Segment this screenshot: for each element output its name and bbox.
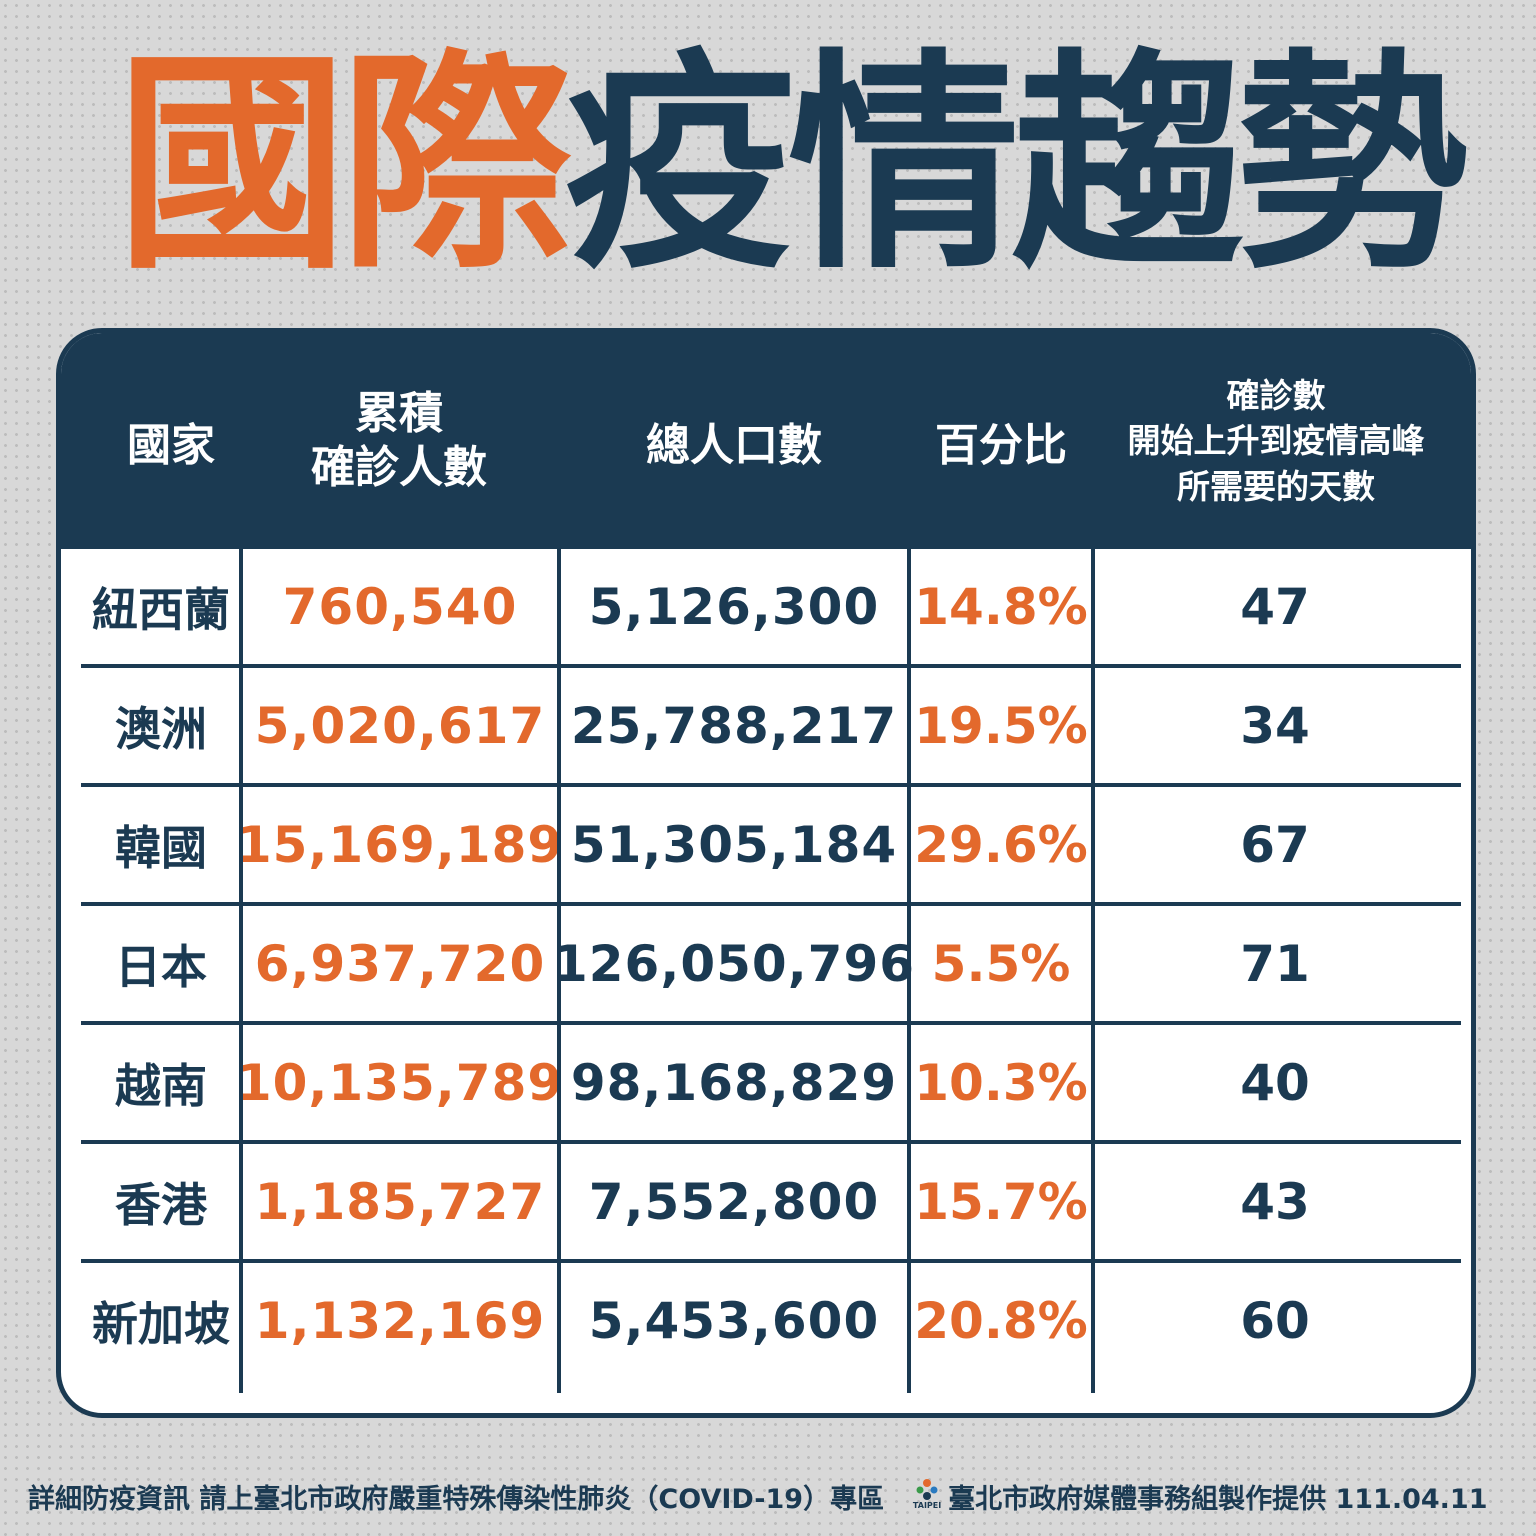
- table-row: 日本 6,937,720 126,050,796 5.5% 71: [81, 906, 1461, 1025]
- days-cell: 43: [1240, 1172, 1310, 1231]
- days-cell: 47: [1240, 577, 1310, 636]
- country-cell: 日本: [115, 939, 207, 994]
- days-cell: 34: [1240, 696, 1310, 755]
- days-cell: 60: [1240, 1291, 1310, 1350]
- table-header: 國家 累積 確診人數 總人口數 百分比 確診數 開始上升到疫情高峰 所需要的天數: [61, 333, 1471, 549]
- column-divider: [1091, 549, 1095, 1393]
- percent-cell: 5.5%: [931, 934, 1071, 993]
- footer-info: 詳細防疫資訊 請上臺北市政府嚴重特殊傳染性肺炎（COVID-19）專區: [28, 1483, 885, 1515]
- table-row: 澳洲 5,020,617 25,788,217 19.5% 34: [81, 668, 1461, 787]
- column-divider: [907, 549, 911, 1393]
- header-percent: 百分比: [935, 420, 1067, 471]
- days-cell: 67: [1240, 815, 1310, 874]
- header-country: 國家: [127, 420, 215, 471]
- days-cell: 40: [1240, 1053, 1310, 1112]
- population-cell: 7,552,800: [588, 1172, 880, 1231]
- percent-cell: 29.6%: [914, 815, 1088, 874]
- country-cell: 韓國: [115, 820, 207, 875]
- page-title: 國際 疫情趨勢: [116, 30, 1468, 300]
- cases-cell: 1,185,727: [254, 1172, 546, 1231]
- percent-cell: 20.8%: [914, 1291, 1088, 1350]
- data-table-card: 國家 累積 確診人數 總人口數 百分比 確診數 開始上升到疫情高峰 所需要的天數…: [56, 328, 1476, 1418]
- country-cell: 新加坡: [92, 1296, 230, 1351]
- column-divider: [239, 549, 243, 1393]
- taipei-logo: TAIPEI: [910, 1478, 944, 1514]
- header-cumulative-cases: 累積 確診人數: [311, 388, 487, 493]
- cases-cell: 1,132,169: [254, 1291, 546, 1350]
- table-row: 韓國 15,169,189 51,305,184 29.6% 67: [81, 787, 1461, 906]
- percent-cell: 14.8%: [914, 577, 1088, 636]
- cases-cell: 10,135,789: [236, 1053, 564, 1112]
- population-cell: 5,453,600: [588, 1291, 880, 1350]
- cases-cell: 5,020,617: [254, 696, 546, 755]
- cases-cell: 15,169,189: [236, 815, 564, 874]
- header-days-to-peak: 確診數 開始上升到疫情高峰 所需要的天數: [1127, 375, 1425, 506]
- population-cell: 25,788,217: [570, 696, 898, 755]
- country-cell: 越南: [115, 1058, 207, 1113]
- title-epidemic-trend: 疫情趨勢: [564, 30, 1468, 300]
- footer: 詳細防疫資訊 請上臺北市政府嚴重特殊傳染性肺炎（COVID-19）專區 TAIP…: [28, 1476, 1518, 1516]
- cases-cell: 760,540: [282, 577, 518, 636]
- taipei-logo-text: TAIPEI: [912, 1501, 942, 1510]
- percent-cell: 10.3%: [914, 1053, 1088, 1112]
- country-cell: 香港: [115, 1177, 207, 1232]
- cases-cell: 6,937,720: [254, 934, 546, 993]
- population-cell: 126,050,796: [552, 934, 916, 993]
- table-row: 新加坡 1,132,169 5,453,600 20.8% 60: [81, 1263, 1461, 1382]
- footer-credit: 臺北市政府媒體事務組製作提供 111.04.11: [948, 1483, 1488, 1515]
- country-cell: 澳洲: [115, 701, 207, 756]
- percent-cell: 15.7%: [914, 1172, 1088, 1231]
- header-population: 總人口數: [646, 420, 822, 471]
- table-row: 紐西蘭 760,540 5,126,300 14.8% 47: [81, 549, 1461, 668]
- population-cell: 5,126,300: [588, 577, 880, 636]
- column-divider: [557, 549, 561, 1393]
- population-cell: 51,305,184: [570, 815, 898, 874]
- days-cell: 71: [1240, 934, 1310, 993]
- table-row: 越南 10,135,789 98,168,829 10.3% 40: [81, 1025, 1461, 1144]
- population-cell: 98,168,829: [570, 1053, 898, 1112]
- country-cell: 紐西蘭: [92, 582, 230, 637]
- table-row: 香港 1,185,727 7,552,800 15.7% 43: [81, 1144, 1461, 1263]
- title-international: 國際: [116, 30, 572, 300]
- taipei-logo-icon: [916, 1479, 938, 1500]
- percent-cell: 19.5%: [914, 696, 1088, 755]
